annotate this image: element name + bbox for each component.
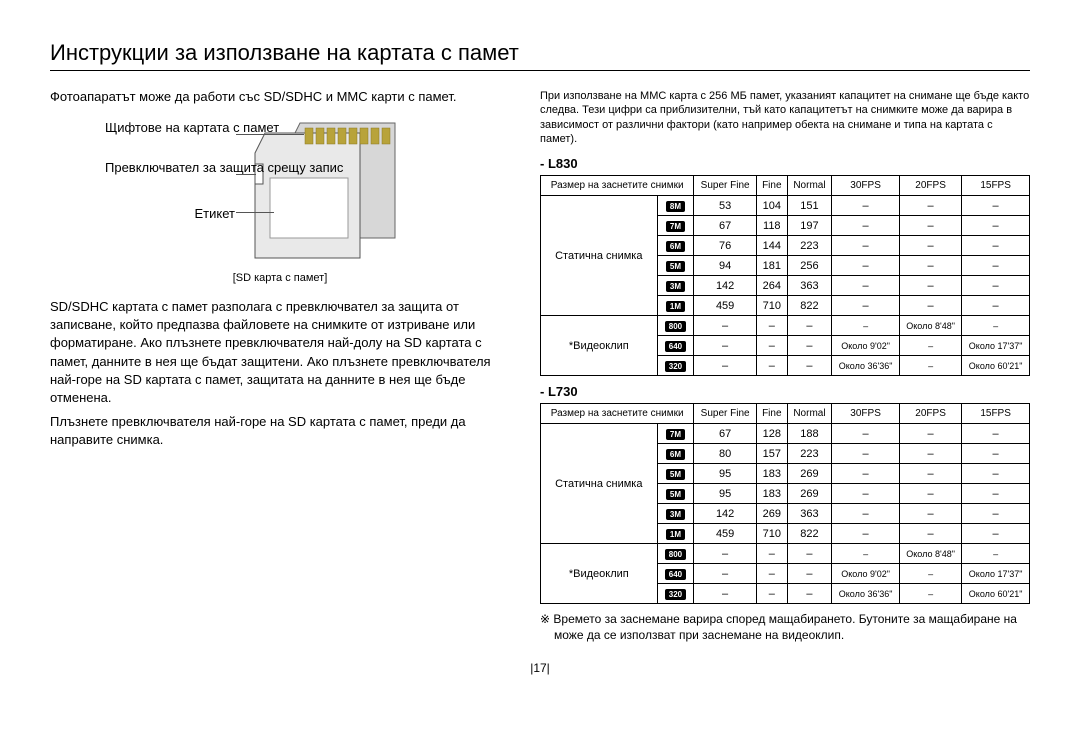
sd-label-switch: Превключвател за защита срещу запис [105, 160, 235, 175]
rowgroup-video: *Видеоклип [541, 316, 658, 376]
left-para-1: SD/SDHC картата с памет разполага с прев… [50, 298, 510, 407]
size-icon-cell: 800 [657, 316, 694, 336]
th-15fps: 15FPS [962, 176, 1030, 196]
size-icon-cell: 6M [657, 236, 694, 256]
th-size: Размер на заснетите снимки [541, 176, 694, 196]
rowgroup-still: Статична снимка [541, 196, 658, 316]
size-icon-cell: 320 [657, 356, 694, 376]
size-icon-cell: 8M [657, 196, 694, 216]
size-icon: 3M [666, 281, 685, 292]
size-icon-cell: 6M [657, 444, 694, 464]
capacity-table-l830: Размер на заснетите снимки Super Fine Fi… [540, 175, 1030, 376]
size-icon: 5M [666, 261, 685, 272]
rowgroup-video: *Видеоклип [541, 544, 658, 604]
rowgroup-still: Статична снимка [541, 424, 658, 544]
th-fine: Fine [756, 176, 787, 196]
th-30fps: 30FPS [832, 404, 900, 424]
sd-label-label: Етикет [105, 206, 235, 221]
size-icon: 1M [666, 529, 685, 540]
size-icon-cell: 1M [657, 296, 694, 316]
size-icon-cell: 3M [657, 276, 694, 296]
size-icon: 320 [665, 361, 686, 372]
size-icon-cell: 5M [657, 484, 694, 504]
right-intro: При използване на MMC карта с 256 МБ пам… [540, 89, 1030, 146]
page-number: |17| [50, 661, 1030, 675]
th-superfine: Super Fine [694, 404, 757, 424]
size-icon: 6M [666, 241, 685, 252]
size-icon: 7M [666, 429, 685, 440]
th-20fps: 20FPS [899, 404, 961, 424]
table-l830-title: - L830 [540, 156, 1030, 171]
size-icon-cell: 800 [657, 544, 694, 564]
right-column: При използване на MMC карта с 256 МБ пам… [540, 89, 1030, 643]
size-icon: 800 [665, 321, 686, 332]
sd-diagram: Щифтове на картата с памет Превключвател… [50, 118, 510, 278]
size-icon: 7M [666, 221, 685, 232]
size-icon-cell: 5M [657, 464, 694, 484]
size-icon-cell: 5M [657, 256, 694, 276]
capacity-table-l730: Размер на заснетите снимки Super Fine Fi… [540, 403, 1030, 604]
th-normal: Normal [787, 176, 832, 196]
left-para-2: Плъзнете превключвателя най-горе на SD к… [50, 413, 510, 449]
size-icon: 320 [665, 589, 686, 600]
size-icon: 5M [666, 469, 685, 480]
main-columns: Фотоапаратът може да работи със SD/SDHC … [50, 89, 1030, 643]
size-icon-cell: 7M [657, 424, 694, 444]
th-size: Размер на заснетите снимки [541, 404, 694, 424]
size-icon-cell: 320 [657, 584, 694, 604]
table-row: *Видеоклип800––––Около 8'48"– [541, 316, 1030, 336]
size-icon-cell: 7M [657, 216, 694, 236]
size-icon-cell: 1M [657, 524, 694, 544]
size-icon-cell: 3M [657, 504, 694, 524]
size-icon: 800 [665, 549, 686, 560]
left-body: SD/SDHC картата с памет разполага с прев… [50, 298, 510, 450]
table-l730-title: - L730 [540, 384, 1030, 399]
size-icon: 6M [666, 449, 685, 460]
size-icon-cell: 640 [657, 564, 694, 584]
left-column: Фотоапаратът може да работи със SD/SDHC … [50, 89, 510, 643]
size-icon: 8M [666, 201, 685, 212]
th-20fps: 20FPS [899, 176, 961, 196]
size-icon: 5M [666, 489, 685, 500]
table-row: Статична снимка8M53104151––– [541, 196, 1030, 216]
th-superfine: Super Fine [694, 176, 757, 196]
table-row: *Видеоклип800––––Около 8'48"– [541, 544, 1030, 564]
th-normal: Normal [787, 404, 832, 424]
table-row: Статична снимка7M67128188––– [541, 424, 1030, 444]
size-icon: 640 [665, 341, 686, 352]
sd-caption: [SD карта с памет] [140, 272, 420, 284]
th-30fps: 30FPS [832, 176, 900, 196]
size-icon-cell: 640 [657, 336, 694, 356]
th-15fps: 15FPS [962, 404, 1030, 424]
sd-label-pins: Щифтове на картата с памет [105, 120, 235, 135]
size-icon: 640 [665, 569, 686, 580]
page-title: Инструкции за използване на картата с па… [50, 40, 1030, 71]
footnote: ※ Времето за заснемане варира според мащ… [540, 612, 1030, 643]
size-icon: 1M [666, 301, 685, 312]
size-icon: 3M [666, 509, 685, 520]
left-intro: Фотоапаратът може да работи със SD/SDHC … [50, 89, 510, 104]
th-fine: Fine [756, 404, 787, 424]
